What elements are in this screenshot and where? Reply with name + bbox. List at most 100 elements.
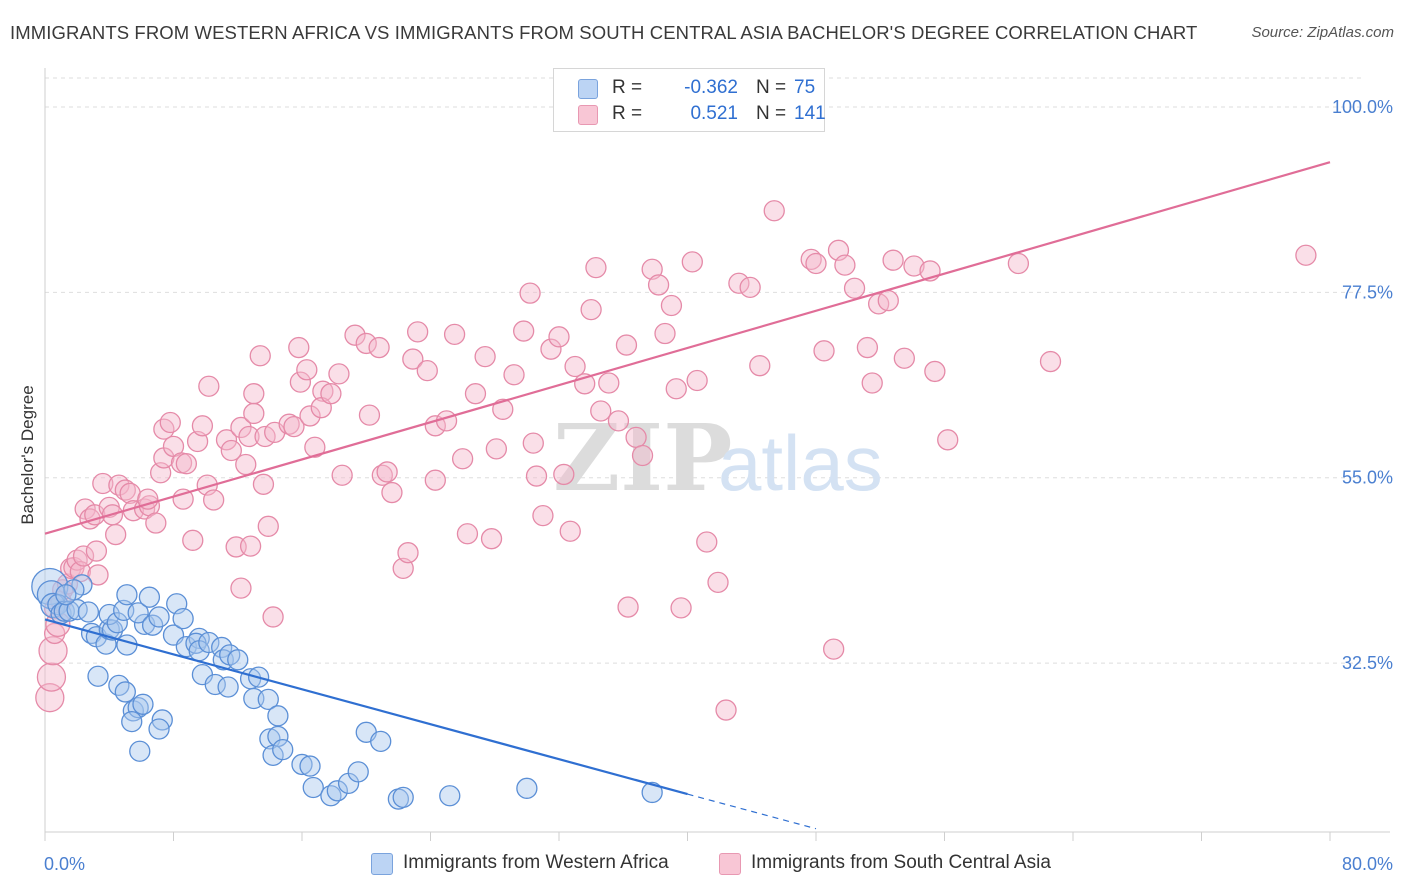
point-south-central-asia <box>435 410 458 432</box>
point-western-africa <box>129 740 151 762</box>
point-western-africa <box>299 755 321 777</box>
point-south-central-asia <box>670 597 692 619</box>
tick-labels: 32.5% 55.0% 77.5% 100.0% 0.0% 80.0% <box>44 97 1393 874</box>
point-south-central-asia <box>36 662 67 692</box>
y-axis-label: Bachelor's Degree <box>18 385 37 525</box>
point-western-africa <box>58 600 80 622</box>
point-western-africa <box>148 606 170 628</box>
point-south-central-asia <box>590 400 612 422</box>
point-south-central-asia <box>355 332 377 355</box>
point-western-africa <box>132 693 154 715</box>
point-western-africa <box>114 681 136 703</box>
point-south-central-asia <box>344 324 366 346</box>
point-south-central-asia <box>186 430 209 453</box>
point-south-central-asia <box>243 402 265 425</box>
point-south-central-asia <box>105 523 127 546</box>
legend-n-label: N = <box>756 103 787 124</box>
point-south-central-asia <box>843 277 866 299</box>
point-south-central-asia <box>159 411 181 434</box>
bottom-legend-swatch-pink <box>719 853 741 875</box>
point-south-central-asia <box>834 254 856 276</box>
point-south-central-asia <box>312 380 334 402</box>
legend-swatch-pink <box>578 105 598 125</box>
point-western-africa <box>127 602 149 624</box>
point-south-central-asia <box>715 699 737 721</box>
point-western-africa <box>370 730 392 753</box>
point-south-central-asia <box>856 336 879 359</box>
point-western-africa <box>108 674 130 696</box>
point-south-central-asia <box>288 336 310 359</box>
point-south-central-asia <box>230 577 252 599</box>
trend-line-south-central-asia <box>44 161 1331 535</box>
point-south-central-asia <box>464 383 487 405</box>
point-south-central-asia <box>1039 350 1062 373</box>
point-western-africa <box>148 718 170 740</box>
point-south-central-asia <box>480 528 503 550</box>
grid-lines <box>45 77 1365 664</box>
point-south-central-asia <box>485 438 508 460</box>
point-south-central-asia <box>749 355 771 377</box>
point-south-central-asia <box>87 564 109 586</box>
point-south-central-asia <box>397 542 419 564</box>
point-western-africa <box>439 785 461 807</box>
point-south-central-asia <box>903 255 925 277</box>
x-tick-label: 80.0% <box>1342 854 1393 874</box>
point-south-central-asia <box>585 256 607 279</box>
point-south-central-asia <box>328 363 350 385</box>
point-south-central-asia <box>519 282 541 304</box>
legend-n-value: 141 <box>794 103 826 124</box>
point-south-central-asia <box>443 323 466 346</box>
point-south-central-asia <box>220 439 242 462</box>
point-south-central-asia <box>763 200 785 222</box>
point-south-central-asia <box>238 425 260 448</box>
point-south-central-asia <box>198 375 220 397</box>
point-western-africa <box>291 753 313 776</box>
point-western-africa <box>267 705 289 727</box>
point-south-central-asia <box>1295 244 1317 266</box>
point-western-africa <box>116 634 138 656</box>
point-south-central-asia <box>283 415 305 438</box>
point-south-central-asia <box>937 429 959 451</box>
point-south-central-asia <box>299 405 321 427</box>
point-south-central-asia <box>215 429 238 451</box>
point-south-central-asia <box>631 444 654 467</box>
point-western-africa <box>516 777 538 799</box>
legend-swatch-blue <box>578 79 598 99</box>
point-western-africa <box>204 673 226 696</box>
point-south-central-asia <box>564 355 586 378</box>
point-south-central-asia <box>406 321 429 343</box>
point-western-africa <box>55 584 77 606</box>
point-south-central-asia <box>456 523 479 545</box>
series-south-central-asia-points <box>35 200 1317 721</box>
trend-line-western-africa <box>44 618 688 796</box>
point-south-central-asia <box>145 512 167 534</box>
point-south-central-asia <box>503 364 525 386</box>
point-south-central-asia <box>368 336 390 359</box>
point-south-central-asia <box>262 606 284 628</box>
point-south-central-asia <box>1007 252 1030 275</box>
point-south-central-asia <box>474 345 496 368</box>
point-south-central-asia <box>320 383 342 405</box>
watermark: ZIP atlas <box>553 404 883 512</box>
point-south-central-asia <box>392 557 414 579</box>
x-tick-label: 0.0% <box>44 854 85 874</box>
point-western-africa <box>641 781 663 804</box>
point-south-central-asia <box>257 515 279 537</box>
point-south-central-asia <box>304 436 326 458</box>
point-south-central-asia <box>924 360 946 383</box>
point-western-africa <box>172 607 194 630</box>
point-western-africa <box>106 612 128 634</box>
bottom-legend-label: Immigrants from South Central Asia <box>751 852 1051 873</box>
point-south-central-asia <box>72 545 95 567</box>
point-south-central-asia <box>665 378 687 400</box>
series-western-africa-points <box>31 567 663 810</box>
point-south-central-asia <box>182 529 204 551</box>
point-south-central-asia <box>686 369 708 392</box>
legend-n-label: N = <box>756 77 787 98</box>
point-south-central-asia <box>376 461 398 483</box>
trend-lines <box>44 161 1331 830</box>
point-south-central-asia <box>249 345 271 367</box>
bottom-legend-label: Immigrants from Western Africa <box>403 852 669 873</box>
point-south-central-asia <box>38 636 68 666</box>
point-south-central-asia <box>424 415 446 437</box>
